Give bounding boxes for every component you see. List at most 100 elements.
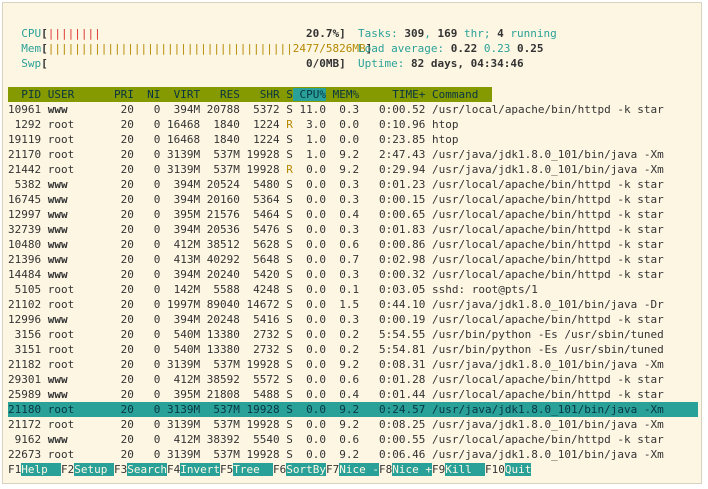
cell-shr: 5648 — [239, 253, 280, 266]
load-15min: 0.25 — [516, 42, 544, 55]
cell-time: 0:00.32 — [359, 268, 426, 281]
process-table-header[interactable]: PID USER PRI NI VIRT RES SHR S CPU% MEM%… — [8, 87, 492, 102]
footer-button-invert[interactable]: Invert — [180, 463, 220, 476]
column-header-cpu[interactable]: CPU% — [292, 88, 326, 101]
table-row[interactable]: 32739 www 20 0 394M 20536 5476 S 0.0 0.3… — [8, 222, 698, 237]
cell-ni: 0 — [133, 373, 161, 386]
cell-res: 38592 — [200, 373, 240, 386]
table-row[interactable]: 21396 www 20 0 413M 40292 5648 S 0.0 0.7… — [8, 252, 698, 267]
table-row[interactable]: 10480 www 20 0 412M 38512 5628 S 0.0 0.6… — [8, 237, 698, 252]
footer-button-help[interactable]: Help — [21, 463, 61, 476]
fkey-f9: F9 — [432, 463, 446, 476]
footer-button-sortby[interactable]: SortBy — [286, 463, 326, 476]
cell-s: S — [279, 418, 293, 431]
cell-cpu: 1.0 — [292, 133, 326, 146]
column-header-pri[interactable]: PRI — [100, 88, 134, 101]
footer-button-kill[interactable]: Kill — [445, 463, 485, 476]
footer-button-quit[interactable]: Quit — [504, 463, 532, 476]
column-header-virt[interactable]: VIRT — [160, 88, 201, 101]
cell-cpu: 0.0 — [292, 448, 326, 461]
cell-pid: 21442 — [8, 163, 42, 176]
cell-res: 20788 — [200, 103, 240, 116]
column-header-ni[interactable]: NI — [133, 88, 161, 101]
cell-cmd: /usr/local/apache/bin/httpd -k star — [425, 208, 664, 221]
footer-button-nice[interactable]: Nice + — [392, 463, 432, 476]
cell-pid: 29301 — [8, 373, 42, 386]
cell-user: www — [41, 433, 101, 446]
cell-shr: 5476 — [239, 223, 280, 236]
table-row[interactable]: 3151 root 20 0 540M 13380 2732 S 0.0 0.2… — [8, 342, 698, 357]
column-header-s[interactable]: S — [279, 88, 293, 101]
table-row[interactable]: 19119 root 20 0 16468 1840 1224 S 1.0 0.… — [8, 132, 698, 147]
cell-user: root — [41, 298, 101, 311]
column-header-shr[interactable]: SHR — [239, 88, 280, 101]
table-row[interactable]: 21182 root 20 0 3139M 537M 19928 S 0.0 9… — [8, 357, 698, 372]
load-1min: 0.22 — [450, 42, 478, 55]
cell-ni: 0 — [133, 283, 161, 296]
table-row[interactable]: 25989 www 20 0 395M 21808 5488 S 0.0 0.4… — [8, 387, 698, 402]
table-row[interactable]: 3156 root 20 0 540M 13380 2732 S 0.0 0.2… — [8, 327, 698, 342]
cell-shr: 5572 — [239, 373, 280, 386]
cell-user: www — [41, 208, 101, 221]
table-row[interactable]: 12996 www 20 0 394M 20248 5416 S 0.0 0.3… — [8, 312, 698, 327]
table-row-selected[interactable]: 21180 root 20 0 3139M 537M 19928 S 0.0 9… — [8, 402, 698, 417]
cell-pri: 20 — [100, 448, 134, 461]
table-row[interactable]: 21442 root 20 0 3139M 537M 19928 R 0.0 9… — [8, 162, 698, 177]
cell-mem: 9.2 — [325, 448, 360, 461]
table-row[interactable]: 29301 www 20 0 412M 38592 5572 S 0.0 0.6… — [8, 372, 698, 387]
cell-pri: 20 — [100, 268, 134, 281]
cell-s: S — [279, 148, 293, 161]
table-row[interactable]: 10961 www 20 0 394M 20788 5372 S 11.0 0.… — [8, 102, 698, 117]
table-row[interactable]: 22673 root 20 0 3139M 537M 19928 S 0.0 9… — [8, 447, 698, 462]
table-row[interactable]: 5382 www 20 0 394M 20524 5480 S 0.0 0.3 … — [8, 177, 698, 192]
table-row[interactable]: 21170 root 20 0 3139M 537M 19928 S 1.0 9… — [8, 147, 698, 162]
cell-cpu: 0.0 — [292, 418, 326, 431]
footer-button-tree[interactable]: Tree — [233, 463, 273, 476]
cell-virt: 540M — [160, 343, 201, 356]
cell-cpu: 0.0 — [292, 433, 326, 446]
cell-pri: 20 — [100, 103, 134, 116]
column-header-time[interactable]: TIME+ — [359, 88, 426, 101]
cell-cmd: /usr/bin/python -Es /usr/sbin/tuned — [425, 328, 664, 341]
table-row[interactable]: 12997 www 20 0 395M 21576 5464 S 0.0 0.4… — [8, 207, 698, 222]
column-header-command[interactable]: Command — [425, 88, 479, 101]
load-average: Load average: 0.22 0.23 0.25 — [358, 41, 543, 56]
footer-button-search[interactable]: Search — [127, 463, 167, 476]
cell-pri: 20 — [100, 118, 134, 131]
cell-virt: 394M — [160, 178, 201, 191]
cell-user: www — [41, 223, 101, 236]
cell-ni: 0 — [133, 448, 161, 461]
table-row[interactable]: 21102 root 20 0 1997M 89040 14672 S 0.0 … — [8, 297, 698, 312]
cell-ni: 0 — [133, 238, 161, 251]
table-row[interactable]: 9162 www 20 0 412M 38392 5540 S 0.0 0.6 … — [8, 432, 698, 447]
cell-mem: 0.4 — [325, 388, 360, 401]
cell-ni: 0 — [133, 163, 161, 176]
cell-shr: 5464 — [239, 208, 280, 221]
cell-ni: 0 — [133, 433, 161, 446]
cell-mem: 0.7 — [325, 253, 360, 266]
cell-s: S — [279, 178, 293, 191]
table-row[interactable]: 21172 root 20 0 3139M 537M 19928 S 0.0 9… — [8, 417, 698, 432]
cell-user: root — [41, 343, 101, 356]
cell-cpu: 0.0 — [292, 253, 326, 266]
cell-cmd: /usr/local/apache/bin/httpd -k star — [425, 178, 664, 191]
cell-mem: 0.6 — [325, 373, 360, 386]
column-header-res[interactable]: RES — [200, 88, 240, 101]
cell-res: 20536 — [200, 223, 240, 236]
cell-pid: 21102 — [8, 298, 42, 311]
footer-button-nice[interactable]: Nice - — [339, 463, 379, 476]
cell-user: root — [41, 328, 101, 341]
footer-button-setup[interactable]: Setup — [74, 463, 114, 476]
cell-ni: 0 — [133, 313, 161, 326]
table-row[interactable]: 5105 root 20 0 142M 5588 4248 S 0.0 0.1 … — [8, 282, 698, 297]
cell-s: R — [279, 163, 293, 176]
table-row[interactable]: 1292 root 20 0 16468 1840 1224 R 3.0 0.0… — [8, 117, 698, 132]
column-header-user[interactable]: USER — [41, 88, 101, 101]
cell-cmd: /usr/local/apache/bin/httpd -k star — [425, 388, 664, 401]
table-row[interactable]: 16745 www 20 0 394M 20160 5364 S 0.0 0.3… — [8, 192, 698, 207]
column-header-mem[interactable]: MEM% — [325, 88, 360, 101]
column-header-pid[interactable]: PID — [8, 88, 42, 101]
table-row[interactable]: 14484 www 20 0 394M 20240 5420 S 0.0 0.3… — [8, 267, 698, 282]
cell-cmd: /usr/java/jdk1.8.0_101/bin/java -Xm — [425, 448, 664, 461]
cell-time: 0:00.15 — [359, 193, 426, 206]
